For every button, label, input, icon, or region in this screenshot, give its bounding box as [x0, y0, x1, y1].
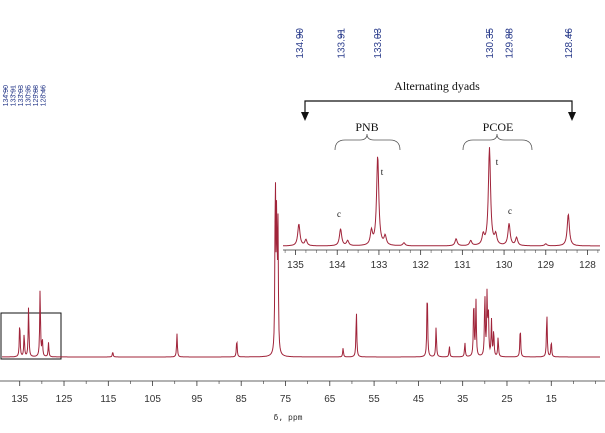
main-spectrum-trace [2, 182, 600, 358]
t-marker-pcoe: t [496, 157, 499, 167]
inset-tick-label: 133 [371, 260, 388, 271]
main-axis-ticks: 135 125 115 105 95 85 75 65 55 45 35 25 15 [11, 381, 596, 405]
main-tick-label: 25 [501, 394, 513, 405]
bracket-arrow-left [301, 112, 309, 121]
main-tick-label: 105 [144, 394, 161, 405]
alternating-dyads-label: Alternating dyads [394, 79, 480, 93]
small-peak-label: 134.90 [3, 85, 10, 107]
top-peak-label: 128.46 [564, 28, 575, 59]
zoom-region-box [0, 312, 62, 360]
inset-tick-label: 135 [287, 260, 304, 271]
c-marker-pcoe: c [508, 206, 512, 216]
small-peak-connector [25, 87, 29, 97]
inset-tick-label: 132 [412, 260, 429, 271]
small-peak-label: 133.91 [11, 85, 18, 107]
main-tick-label: 65 [324, 394, 336, 405]
main-tick-label: 15 [546, 394, 558, 405]
x-axis-title: δ, ppm [274, 413, 303, 422]
main-tick-label: 135 [11, 394, 28, 405]
main-tick-label: 115 [100, 394, 116, 405]
pcoe-brace [462, 133, 533, 151]
inset-axis-ticks: 135 134 133 132 131 130 129 128 [284, 250, 599, 271]
t-marker-pnb: t [381, 167, 384, 177]
small-peak-connector [32, 87, 36, 97]
c-marker-pnb: c [337, 209, 341, 219]
main-tick-label: 85 [236, 394, 248, 405]
main-tick-label: 35 [457, 394, 469, 405]
top-peak-label: 133.91 [336, 28, 347, 59]
inset-tick-label: 128 [579, 260, 596, 271]
pnb-brace [334, 133, 401, 151]
small-peak-label: 129.88 [33, 85, 40, 107]
small-peak-labels: 134.90 133.91 133.03 130.35 129.88 128.46 [2, 85, 48, 107]
top-peak-label: 134.90 [295, 28, 306, 59]
top-peak-label: 130.35 [485, 28, 496, 59]
top-peak-label: 129.88 [505, 28, 516, 59]
top-peak-label: 133.03 [373, 28, 384, 59]
alternating-dyads-bracket [304, 100, 573, 116]
inset-tick-label: 131 [454, 260, 471, 271]
pcoe-label: PCOE [483, 120, 514, 134]
bracket-arrow-right [568, 112, 576, 121]
small-peak-label: 130.35 [26, 85, 33, 107]
inset-tick-label: 130 [496, 260, 513, 271]
main-tick-label: 125 [56, 394, 73, 405]
inset-spectrum-trace [283, 147, 600, 247]
small-peak-label: 128.46 [41, 85, 48, 107]
small-peak-label: 133.03 [18, 85, 25, 107]
inset-tick-label: 134 [329, 260, 346, 271]
main-tick-label: 55 [369, 394, 381, 405]
small-peak-connector [10, 87, 14, 97]
main-tick-label: 75 [280, 394, 292, 405]
small-peak-connector [2, 87, 6, 97]
small-peak-connector [17, 87, 21, 97]
main-tick-label: 95 [191, 394, 203, 405]
top-peak-labels: 134.90 133.91 133.03 130.35 129.88 128.46 [295, 28, 575, 59]
inset-tick-label: 129 [537, 260, 554, 271]
pnb-label: PNB [355, 120, 378, 134]
small-peak-connector [40, 87, 44, 97]
main-tick-label: 45 [413, 394, 425, 405]
